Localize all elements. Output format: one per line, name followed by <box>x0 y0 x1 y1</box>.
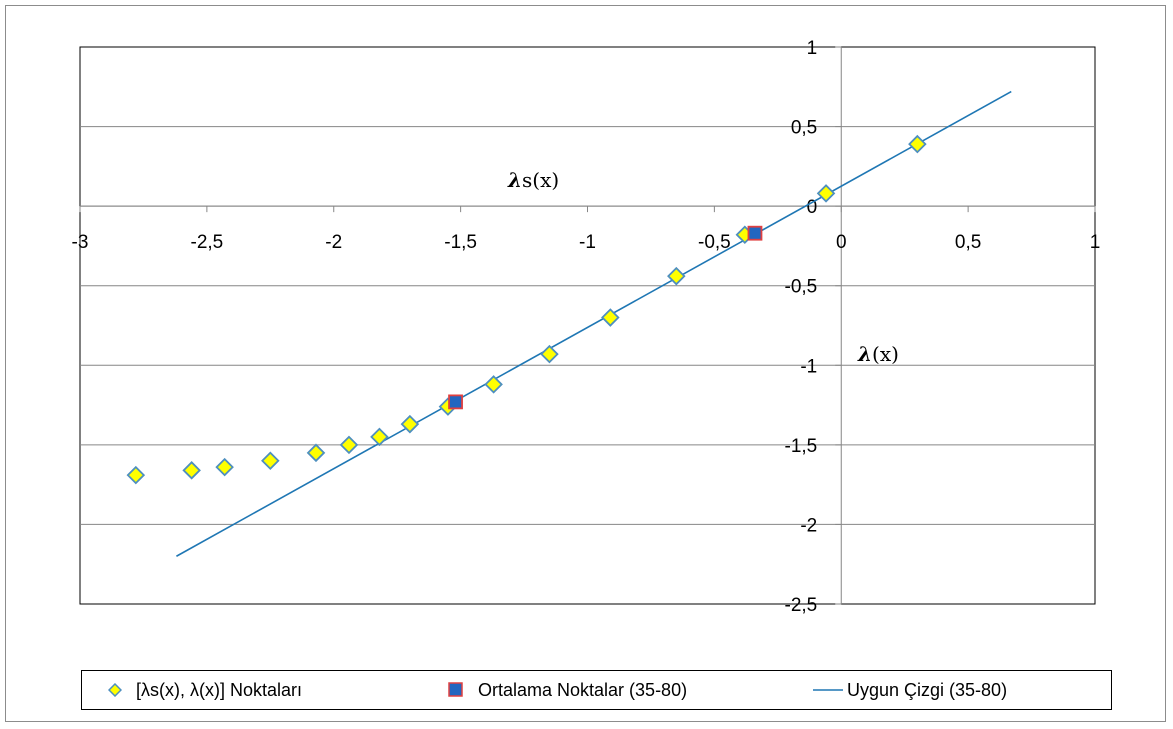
data-point <box>370 427 389 447</box>
y-tick-label: -0,5 <box>785 277 818 298</box>
y-tick-label: 1 <box>807 38 818 59</box>
square-marker-icon <box>448 682 463 697</box>
x-axis-title: 𝝀(x) <box>857 342 899 366</box>
y-axis-title: 𝝀s(x) <box>507 168 559 192</box>
data-point <box>667 266 686 286</box>
diamond-marker-icon <box>108 683 122 697</box>
data-point <box>182 461 201 480</box>
data-point <box>215 457 234 477</box>
data-point <box>484 375 503 394</box>
y-tick-label: -2,5 <box>785 595 818 616</box>
x-tick-label: -1 <box>579 232 596 253</box>
x-tick-label: -2,5 <box>191 232 224 253</box>
data-point <box>126 465 146 485</box>
x-tick-label: -1,5 <box>444 232 477 253</box>
legend-item-points: [λs(x), λ(x)] Noktaları <box>108 671 302 709</box>
mean-point <box>448 394 463 410</box>
y-axis-title-rest: s(x) <box>522 168 559 192</box>
data-point <box>540 344 559 364</box>
data-point <box>261 451 280 471</box>
data-point <box>400 414 420 434</box>
x-tick-label: 1 <box>1090 232 1101 253</box>
data-point <box>908 134 927 154</box>
y-tick-label: 0 <box>807 197 818 218</box>
mean-point <box>747 225 763 241</box>
y-tick-label: -2 <box>800 515 817 536</box>
fit-line <box>176 90 1012 557</box>
y-tick-label: -1 <box>800 356 817 377</box>
x-tick-label: -0,5 <box>698 232 731 253</box>
x-tick-label: 0 <box>836 232 847 253</box>
data-point <box>816 184 836 203</box>
chart-legend: [λs(x), λ(x)] Noktaları Ortalama Noktala… <box>81 670 1112 710</box>
line-marker-icon <box>813 689 843 691</box>
data-point <box>339 435 359 455</box>
x-axis-title-rest: (x) <box>872 342 899 366</box>
y-tick-label: 0,5 <box>791 118 817 139</box>
y-tick-label: -1,5 <box>785 436 818 457</box>
legend-label-line: Uygun Çizgi (35-80) <box>847 679 1008 700</box>
data-point <box>306 443 326 463</box>
legend-label-points: [λs(x), λ(x)] Noktaları <box>136 679 303 700</box>
legend-item-line: Uygun Çizgi (35-80) <box>813 671 1007 709</box>
x-tick-label: 0,5 <box>955 232 981 253</box>
data-point <box>601 308 620 327</box>
x-tick-label: -3 <box>72 232 89 253</box>
legend-label-means: Ortalama Noktalar (35-80) <box>478 679 688 700</box>
plot-border <box>79 46 1096 605</box>
chart-frame <box>5 5 1166 722</box>
x-tick-label: -2 <box>325 232 342 253</box>
legend-item-means: Ortalama Noktalar (35-80) <box>448 671 687 709</box>
